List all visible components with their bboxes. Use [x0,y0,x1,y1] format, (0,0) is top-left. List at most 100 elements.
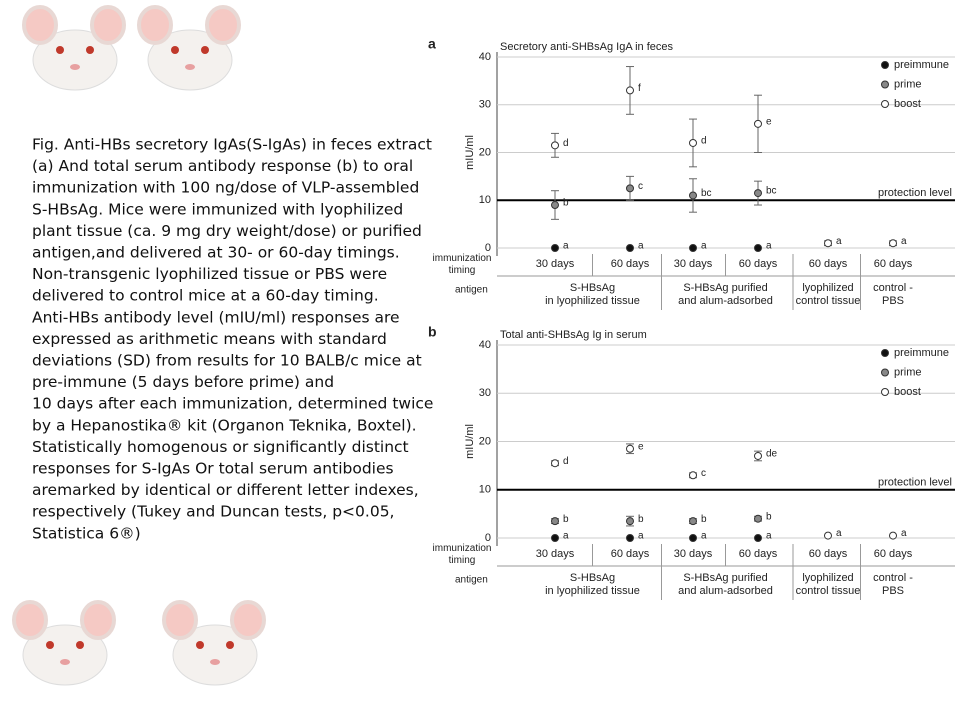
x-tick-label: 60 days [739,548,778,560]
significance-letter: a [701,531,707,542]
data-point [626,534,634,542]
caption-line: pre-immune (5 days before prime) and [32,373,334,391]
x-tick-label: 30 days [674,548,713,560]
caption-line: aremarked by identical or different lett… [32,481,419,499]
caption-line: delivered to control mice at a 60-day ti… [32,287,379,305]
significance-letter: bc [766,186,777,197]
timing-label-line: timing [449,555,476,566]
data-point [754,534,762,542]
data-point [889,239,897,248]
data-point [689,244,697,252]
y-tick-label: 0 [485,532,491,544]
significance-letter: c [638,181,643,192]
significance-letter: d [563,138,569,149]
significance-letter: a [836,236,842,247]
legend-label: preimmune [894,347,949,359]
significance-letter: a [766,531,772,542]
y-tick-label: 20 [479,146,491,158]
data-point [689,471,697,480]
legend-label: prime [894,366,922,378]
antigen-label-line: PBS [882,585,904,597]
legend-label: boost [894,98,921,110]
significance-letter: e [766,116,772,127]
data-point [551,517,559,526]
timing-label-line: immunization [433,543,492,554]
data-point [551,201,559,210]
significance-letter: c [701,468,706,479]
x-tick-label: 60 days [809,548,848,560]
significance-letter: b [766,511,772,522]
y-tick-label: 30 [479,387,491,399]
x-tick-label: 60 days [809,258,848,270]
data-point [626,444,634,453]
significance-letter: a [701,241,707,252]
antigen-label: S-HBsAg purified and alum-adsorbed [678,282,773,307]
significance-letter: de [766,449,778,460]
significance-letter: a [563,531,569,542]
data-point [626,517,634,526]
antigen-label-line: control tissue [796,295,861,307]
significance-letter: a [766,241,772,252]
data-point [824,531,832,540]
data-point [689,534,697,542]
significance-letter: e [638,441,644,452]
data-point [689,517,697,526]
antigen-row-label: antigen [455,285,488,296]
legend-label: boost [894,386,921,398]
panel-letter: b [428,324,437,340]
caption-line: Statistica 6®) [32,524,141,542]
legend-label: preimmune [894,59,949,71]
legend-marker [881,349,889,357]
caption-line: plant tissue (ca. 9 mg dry weight/dose) … [32,222,422,240]
antigen-label-line: S-HBsAg [570,572,615,584]
data-point [689,191,697,200]
y-tick-label: 0 [485,242,491,254]
caption-line: by a Hepanostika® kit (Organon Teknika, … [32,416,417,434]
caption-line: responses for S-IgAs Or total serum anti… [32,460,394,478]
caption-line: (a) And total serum antibody response (b… [32,157,413,175]
legend-marker [881,61,889,69]
data-point [551,244,559,252]
data-point [824,239,832,248]
antigen-label: S-HBsAg in lyophilized tissue [545,572,640,597]
antigen-label: control -PBS [873,282,913,307]
antigen-label-line: in lyophilized tissue [545,585,640,597]
protection-label: protection level [878,477,952,489]
antigen-row-label: antigen [455,575,488,586]
antigen-label: lyophilized control tissue [796,282,861,307]
caption-line: antigen,and delivered at 30- or 60-day t… [32,244,400,262]
y-tick-label: 30 [479,99,491,111]
data-point [551,459,559,468]
data-point [889,531,897,540]
y-tick-label: 40 [479,51,491,63]
legend-marker [881,368,889,377]
antigen-label-line: lyophilized [802,282,853,294]
legend-label: prime [894,78,922,90]
x-tick-label: 60 days [739,258,778,270]
antigen-label: lyophilized control tissue [796,572,861,597]
legend-marker [881,100,889,108]
data-point [754,451,762,460]
caption-line: Non-transgenic lyophilized tissue or PBS… [32,265,387,283]
significance-letter: a [836,528,842,539]
data-point [551,141,559,150]
caption-line: Anti-HBs antibody level (mIU/ml) respons… [32,308,400,326]
significance-letter: b [563,514,569,525]
caption-line: S-HBsAg. Mice were immunized with lyophi… [32,200,403,218]
x-tick-label: 30 days [536,258,575,270]
panel-letter: a [428,36,436,52]
chart-title: Secretory anti-SHBsAg IgA in feces [500,41,674,53]
caption-line: Statistically homogenous or significantl… [32,438,409,456]
data-point [754,189,762,198]
significance-letter: b [563,198,569,209]
charts: a Secretory anti-SHBsAg IgA in feces mIU/m… [428,36,955,600]
chart-title: Total anti-SHBsAg Ig in serum [500,329,647,341]
antigen-label-line: S-HBsAg [570,282,615,294]
y-tick-label: 20 [479,435,491,447]
caption-line: immunization with 100 ng/dose of VLP-ass… [32,179,419,197]
antigen-label-line: control tissue [796,585,861,597]
data-point [551,534,559,542]
x-tick-label: 30 days [536,548,575,560]
antigen-label-line: and alum-adsorbed [678,295,773,307]
caption-line: expressed as arithmetic means with stand… [32,330,387,348]
